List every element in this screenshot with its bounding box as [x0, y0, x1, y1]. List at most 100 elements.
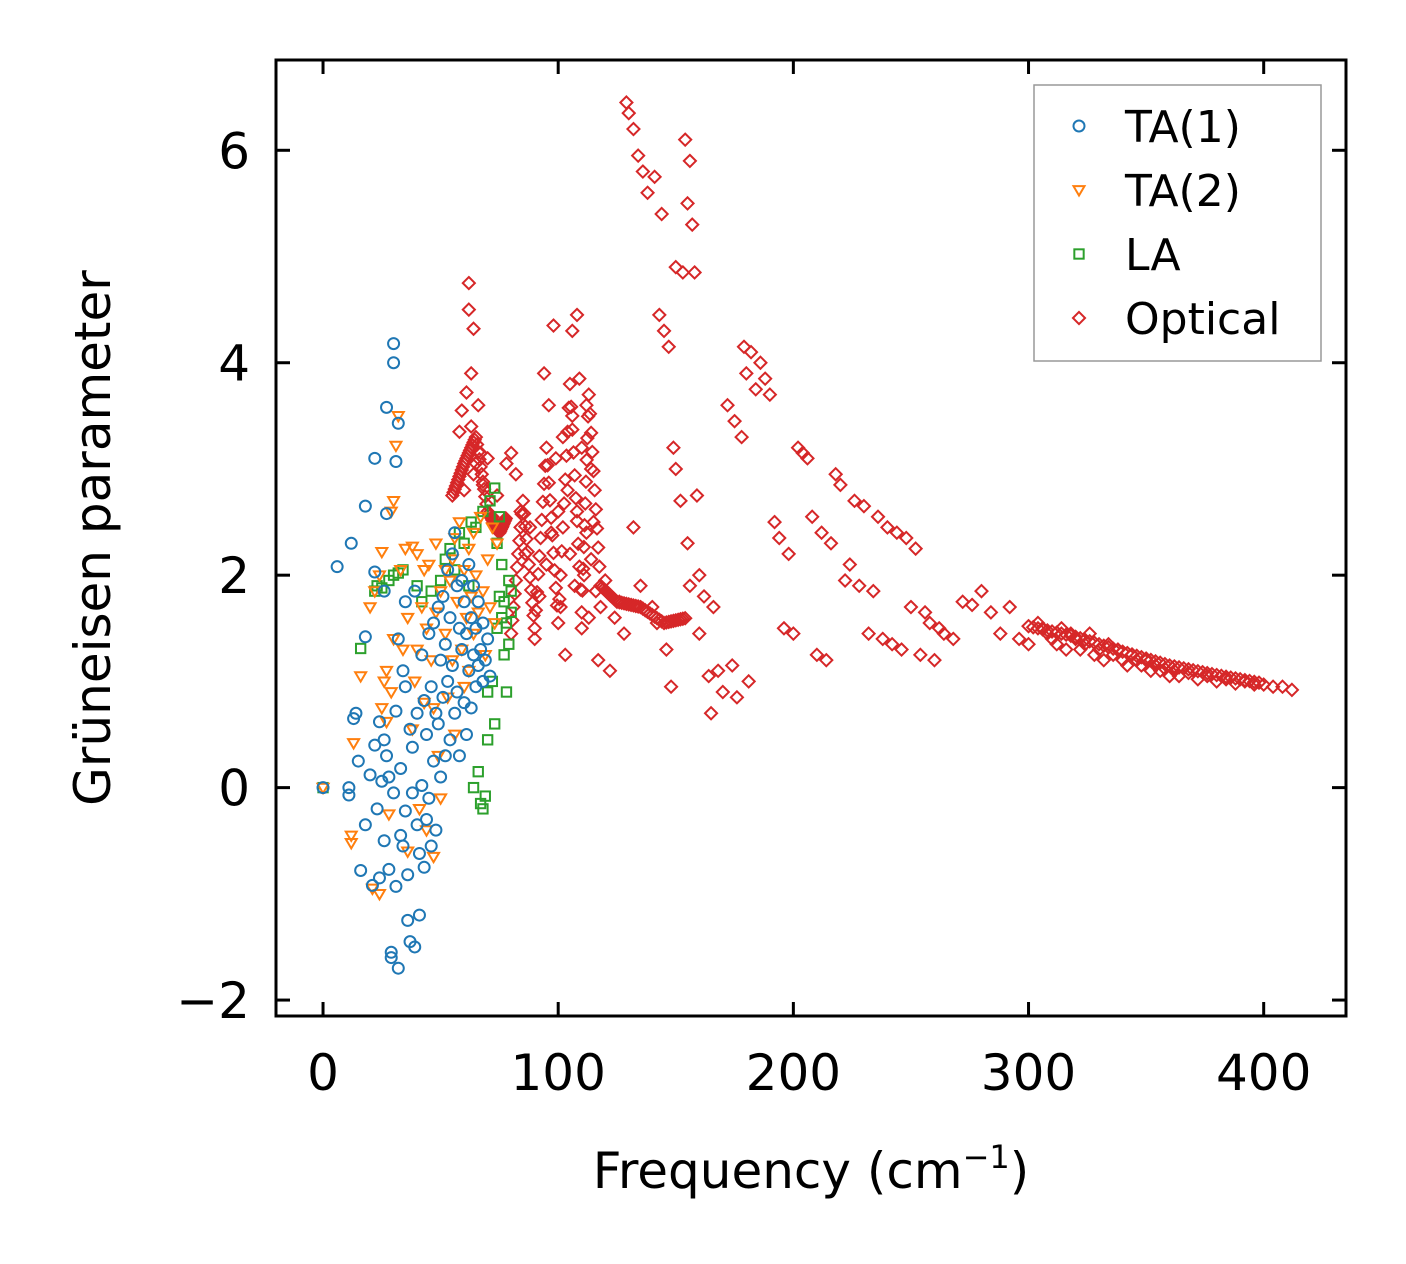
y-tick-label: −2 — [176, 972, 250, 1030]
point-optical — [658, 642, 674, 657]
point-ta2 — [405, 541, 420, 554]
point-optical — [555, 519, 571, 535]
point-la — [467, 781, 480, 794]
point-optical — [540, 457, 556, 473]
point-optical — [633, 578, 648, 594]
point-ta1 — [483, 669, 497, 683]
point-optical — [912, 647, 928, 663]
point-la — [493, 511, 506, 523]
point-ta2 — [416, 565, 432, 578]
point-optical — [583, 551, 599, 567]
point-ta1 — [403, 722, 417, 736]
point-ta1 — [424, 680, 438, 694]
point-la — [416, 596, 428, 608]
point-optical — [687, 264, 703, 280]
point-ta1 — [382, 770, 396, 784]
point-ta2 — [391, 410, 406, 424]
point-ta1 — [391, 961, 405, 975]
point-optical — [1138, 652, 1154, 668]
plot-frame — [274, 58, 1348, 1018]
point-optical — [591, 559, 607, 575]
point-optical — [463, 419, 479, 434]
point-optical — [621, 105, 637, 121]
point-optical — [1232, 671, 1248, 687]
point-ta1 — [384, 951, 398, 965]
point-optical — [625, 519, 641, 535]
point-ta2 — [344, 838, 359, 851]
point-ta1 — [452, 749, 466, 763]
point-optical — [579, 452, 595, 468]
point-optical — [516, 506, 532, 522]
point-ta1 — [408, 940, 422, 954]
point-optical — [983, 604, 999, 620]
point-optical — [1072, 630, 1088, 646]
point-ta1 — [450, 685, 464, 699]
point-optical — [466, 321, 482, 337]
point-optical — [1162, 658, 1178, 673]
point-optical — [1044, 624, 1060, 639]
point-la — [481, 686, 494, 698]
point-optical — [521, 557, 537, 573]
point-optical — [531, 548, 547, 564]
point-ta1 — [342, 781, 356, 795]
point-ta1 — [455, 643, 469, 657]
point-ta2 — [473, 511, 488, 525]
point-optical — [584, 444, 600, 460]
legend-marker-la — [1073, 248, 1085, 260]
point-optical — [576, 539, 592, 555]
point-ta2 — [383, 506, 399, 519]
point-optical — [870, 509, 886, 525]
point-ta1 — [436, 589, 450, 603]
point-optical — [903, 599, 919, 615]
point-optical — [1101, 639, 1116, 655]
point-optical — [548, 580, 564, 596]
point-ta2 — [344, 830, 359, 843]
point-ta1 — [445, 547, 459, 561]
point-la — [477, 505, 489, 518]
point-optical — [554, 543, 570, 559]
point-optical — [823, 535, 839, 551]
point-ta2 — [449, 596, 465, 610]
point-ta1 — [405, 740, 419, 754]
point-la — [489, 718, 501, 730]
point-ta1 — [415, 648, 429, 662]
point-ta1 — [394, 762, 408, 776]
point-la — [489, 482, 501, 494]
point-optical — [743, 344, 759, 360]
point-optical — [498, 456, 514, 472]
point-ta1 — [358, 818, 372, 832]
point-ta1 — [398, 595, 412, 609]
point-optical — [543, 525, 559, 541]
point-la — [425, 585, 437, 597]
point-optical — [727, 413, 743, 429]
point-ta2 — [346, 738, 361, 751]
point-ta2 — [367, 586, 383, 599]
point-la — [500, 617, 513, 629]
y-tick-label: 0 — [218, 760, 250, 818]
point-optical — [1077, 632, 1093, 648]
point-la — [470, 521, 482, 534]
point-ta1 — [365, 878, 379, 892]
point-optical — [668, 259, 684, 275]
point-la — [472, 766, 484, 778]
point-optical — [607, 610, 623, 626]
point-ta1 — [481, 632, 495, 646]
point-optical — [1091, 636, 1107, 652]
point-optical — [571, 371, 587, 387]
point-optical — [752, 355, 768, 371]
point-optical — [1021, 636, 1036, 652]
point-la — [505, 585, 517, 597]
point-la — [481, 734, 494, 746]
point-ta2 — [400, 612, 415, 626]
point-ta2 — [315, 782, 331, 796]
point-optical — [586, 514, 601, 530]
point-optical — [1011, 631, 1027, 647]
point-optical — [461, 302, 477, 318]
point-optical — [587, 482, 603, 498]
point-optical — [542, 492, 558, 508]
point-optical — [590, 652, 606, 668]
point-optical — [861, 626, 877, 642]
point-optical — [720, 397, 735, 413]
point-optical — [520, 544, 536, 560]
point-la — [434, 574, 447, 587]
